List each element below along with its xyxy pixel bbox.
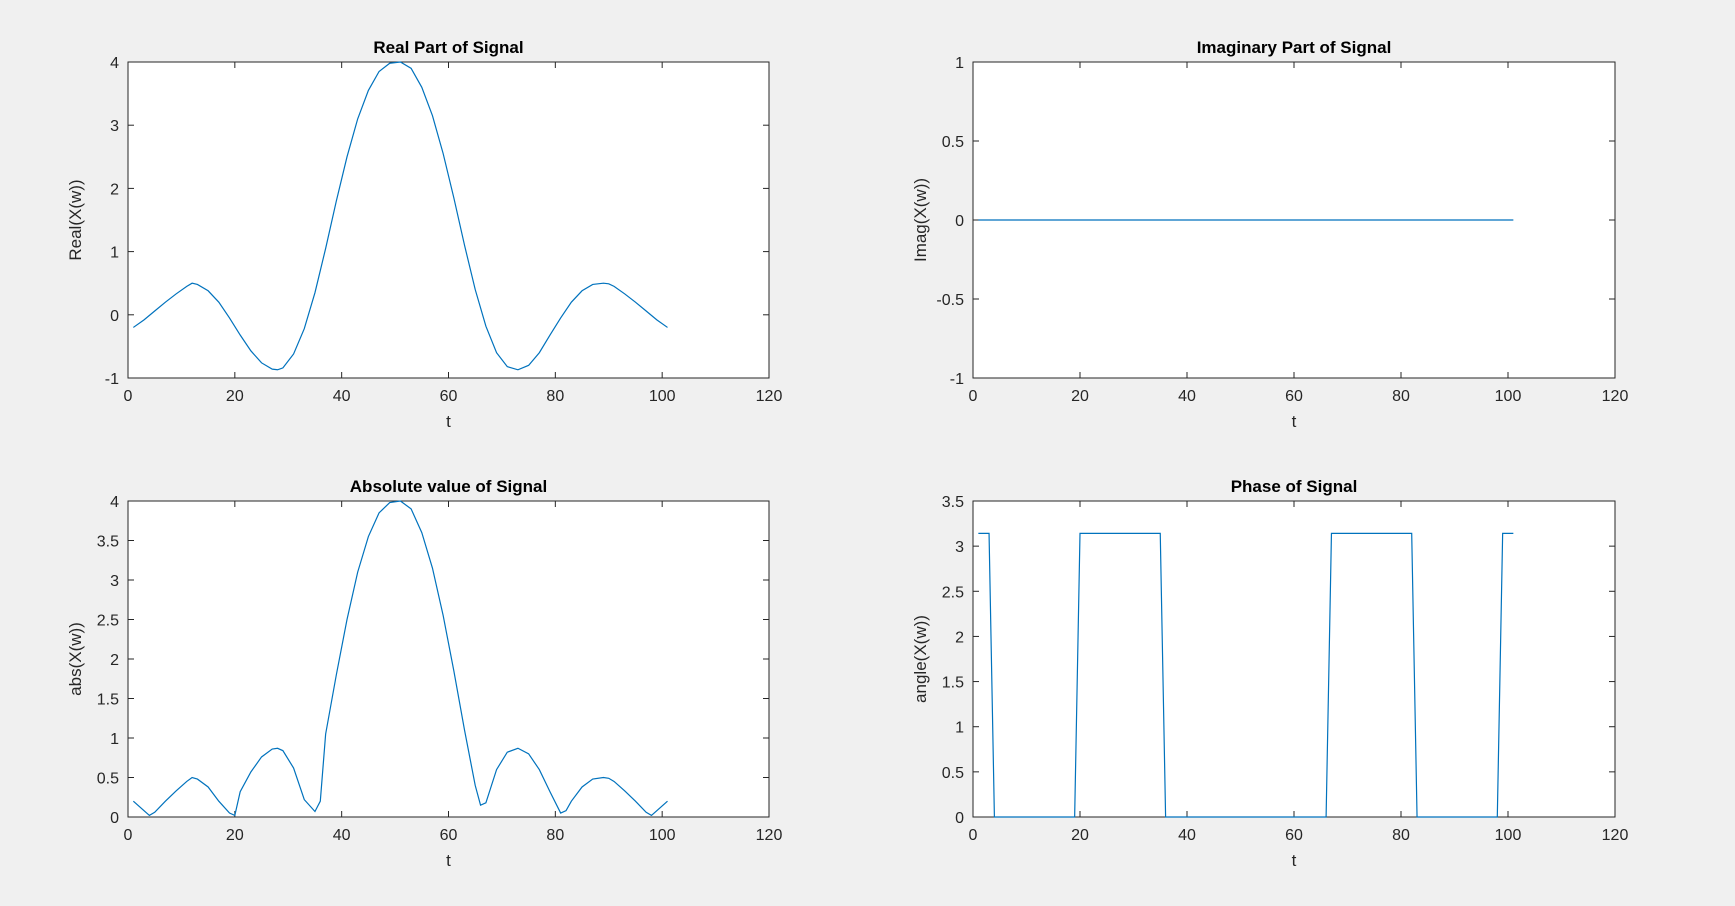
x-tick-label: 60 bbox=[1285, 388, 1303, 405]
x-tick-label: 100 bbox=[1495, 827, 1522, 844]
x-tick-label: 20 bbox=[226, 827, 244, 844]
chart-title: Real Part of Signal bbox=[373, 38, 523, 57]
x-tick-label: 0 bbox=[124, 388, 133, 405]
y-tick-label: 4 bbox=[110, 494, 119, 511]
y-tick-label: 4 bbox=[110, 55, 119, 72]
x-axis-label: t bbox=[446, 412, 451, 431]
y-tick-label: 0 bbox=[110, 810, 119, 827]
y-tick-label: 3.5 bbox=[942, 494, 964, 511]
x-tick-label: 40 bbox=[1178, 827, 1196, 844]
y-tick-label: 1 bbox=[955, 720, 964, 737]
y-tick-label: 3 bbox=[110, 118, 119, 135]
x-tick-label: 20 bbox=[1071, 388, 1089, 405]
x-tick-label: 60 bbox=[440, 388, 458, 405]
x-axis-label: t bbox=[446, 851, 451, 870]
y-axis-label: Real(X(w)) bbox=[66, 179, 85, 260]
y-tick-label: 3 bbox=[955, 539, 964, 556]
x-tick-label: 0 bbox=[969, 827, 978, 844]
subplot-abs: 0 20 40 60 80 100 120 0 0.5 1 1.5 2 2.5 3 3.5 4 Absolute… bbox=[66, 477, 782, 870]
chart-title: Imaginary Part of Signal bbox=[1197, 38, 1392, 57]
axes-box bbox=[127, 61, 770, 379]
y-tick-label: 3 bbox=[110, 573, 119, 590]
subplot-real: 0 20 40 60 80 100 120 -1 0 1 2 3 4 Real Part of Signa… bbox=[66, 38, 782, 431]
x-tick-label: 120 bbox=[1602, 827, 1629, 844]
x-tick-label: 100 bbox=[1495, 388, 1522, 405]
y-tick-label: 1 bbox=[955, 55, 964, 72]
y-tick-label: 0.5 bbox=[942, 765, 964, 782]
y-tick-label: 0 bbox=[955, 810, 964, 827]
y-tick-label: 1 bbox=[110, 731, 119, 748]
x-tick-label: 0 bbox=[124, 827, 133, 844]
y-tick-label: 0.5 bbox=[97, 771, 119, 788]
chart-title: Absolute value of Signal bbox=[350, 477, 547, 496]
y-axis-label: angle(X(w)) bbox=[911, 615, 930, 703]
x-axis-label: t bbox=[1292, 412, 1297, 431]
x-tick-label: 20 bbox=[1071, 827, 1089, 844]
y-tick-label: 1 bbox=[110, 245, 119, 262]
y-tick-label: 2 bbox=[110, 181, 119, 198]
axes-box bbox=[127, 500, 770, 818]
y-tick-label: 0 bbox=[955, 213, 964, 230]
series-line bbox=[132, 500, 668, 817]
chart-title: Phase of Signal bbox=[1231, 477, 1358, 496]
y-tick-label: 0 bbox=[110, 308, 119, 325]
x-tick-label: 80 bbox=[1392, 827, 1410, 844]
y-tick-label: 2 bbox=[955, 629, 964, 646]
x-tick-label: 100 bbox=[649, 827, 676, 844]
y-tick-label: 2 bbox=[110, 652, 119, 669]
series-line bbox=[978, 532, 1514, 818]
y-tick-label: 1.5 bbox=[942, 675, 964, 692]
x-tick-label: 20 bbox=[226, 388, 244, 405]
y-tick-label: -1 bbox=[950, 371, 964, 388]
x-tick-label: 120 bbox=[756, 827, 783, 844]
y-tick-label: 1.5 bbox=[97, 692, 119, 709]
x-tick-label: 60 bbox=[440, 827, 458, 844]
x-tick-label: 0 bbox=[969, 388, 978, 405]
y-axis-label: Imag(X(w)) bbox=[911, 178, 930, 262]
x-tick-label: 100 bbox=[649, 388, 676, 405]
x-axis-label: t bbox=[1292, 851, 1297, 870]
y-tick-label: 2.5 bbox=[97, 613, 119, 630]
x-tick-label: 60 bbox=[1285, 827, 1303, 844]
x-tick-label: 80 bbox=[1392, 388, 1410, 405]
y-tick-label: -0.5 bbox=[936, 292, 964, 309]
x-tick-label: 120 bbox=[756, 388, 783, 405]
y-tick-label: 3.5 bbox=[97, 534, 119, 551]
y-tick-label: -1 bbox=[105, 371, 119, 388]
x-tick-label: 80 bbox=[546, 827, 564, 844]
x-tick-label: 80 bbox=[546, 388, 564, 405]
y-tick-label: 0.5 bbox=[942, 134, 964, 151]
series-line bbox=[132, 61, 668, 371]
subplot-imag: 0 20 40 60 80 100 120 -1 -0.5 0 0.5 1 Imaginary Part… bbox=[911, 38, 1628, 431]
subplot-phase: 0 20 40 60 80 100 120 0 0.5 1 1.5 2 2.5 3 3.5 Phase of … bbox=[911, 477, 1628, 870]
axes-box bbox=[972, 500, 1616, 818]
x-tick-label: 120 bbox=[1602, 388, 1629, 405]
x-tick-label: 40 bbox=[333, 827, 351, 844]
y-axis-label: abs(X(w)) bbox=[66, 622, 85, 696]
x-tick-label: 40 bbox=[333, 388, 351, 405]
x-tick-label: 40 bbox=[1178, 388, 1196, 405]
y-tick-label: 2.5 bbox=[942, 584, 964, 601]
